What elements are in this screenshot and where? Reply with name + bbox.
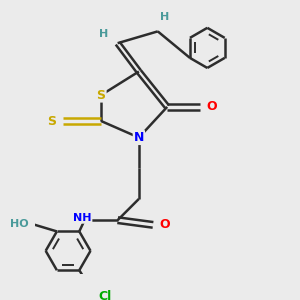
Text: O: O <box>160 218 170 231</box>
Text: NH: NH <box>73 213 92 223</box>
Text: O: O <box>207 100 217 113</box>
Text: N: N <box>134 131 144 144</box>
Text: HO: HO <box>10 219 28 229</box>
Text: S: S <box>97 88 106 102</box>
Text: Cl: Cl <box>99 290 112 300</box>
Text: H: H <box>99 29 108 39</box>
Text: S: S <box>47 115 56 128</box>
Text: H: H <box>160 12 170 22</box>
